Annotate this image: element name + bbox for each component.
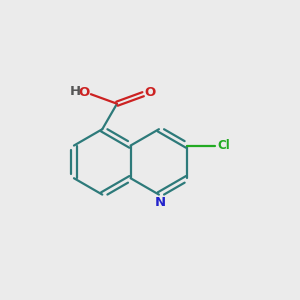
Text: O: O	[144, 86, 155, 99]
Text: O: O	[79, 86, 90, 99]
Text: H: H	[70, 85, 81, 98]
Text: N: N	[155, 196, 166, 209]
Text: Cl: Cl	[217, 139, 230, 152]
